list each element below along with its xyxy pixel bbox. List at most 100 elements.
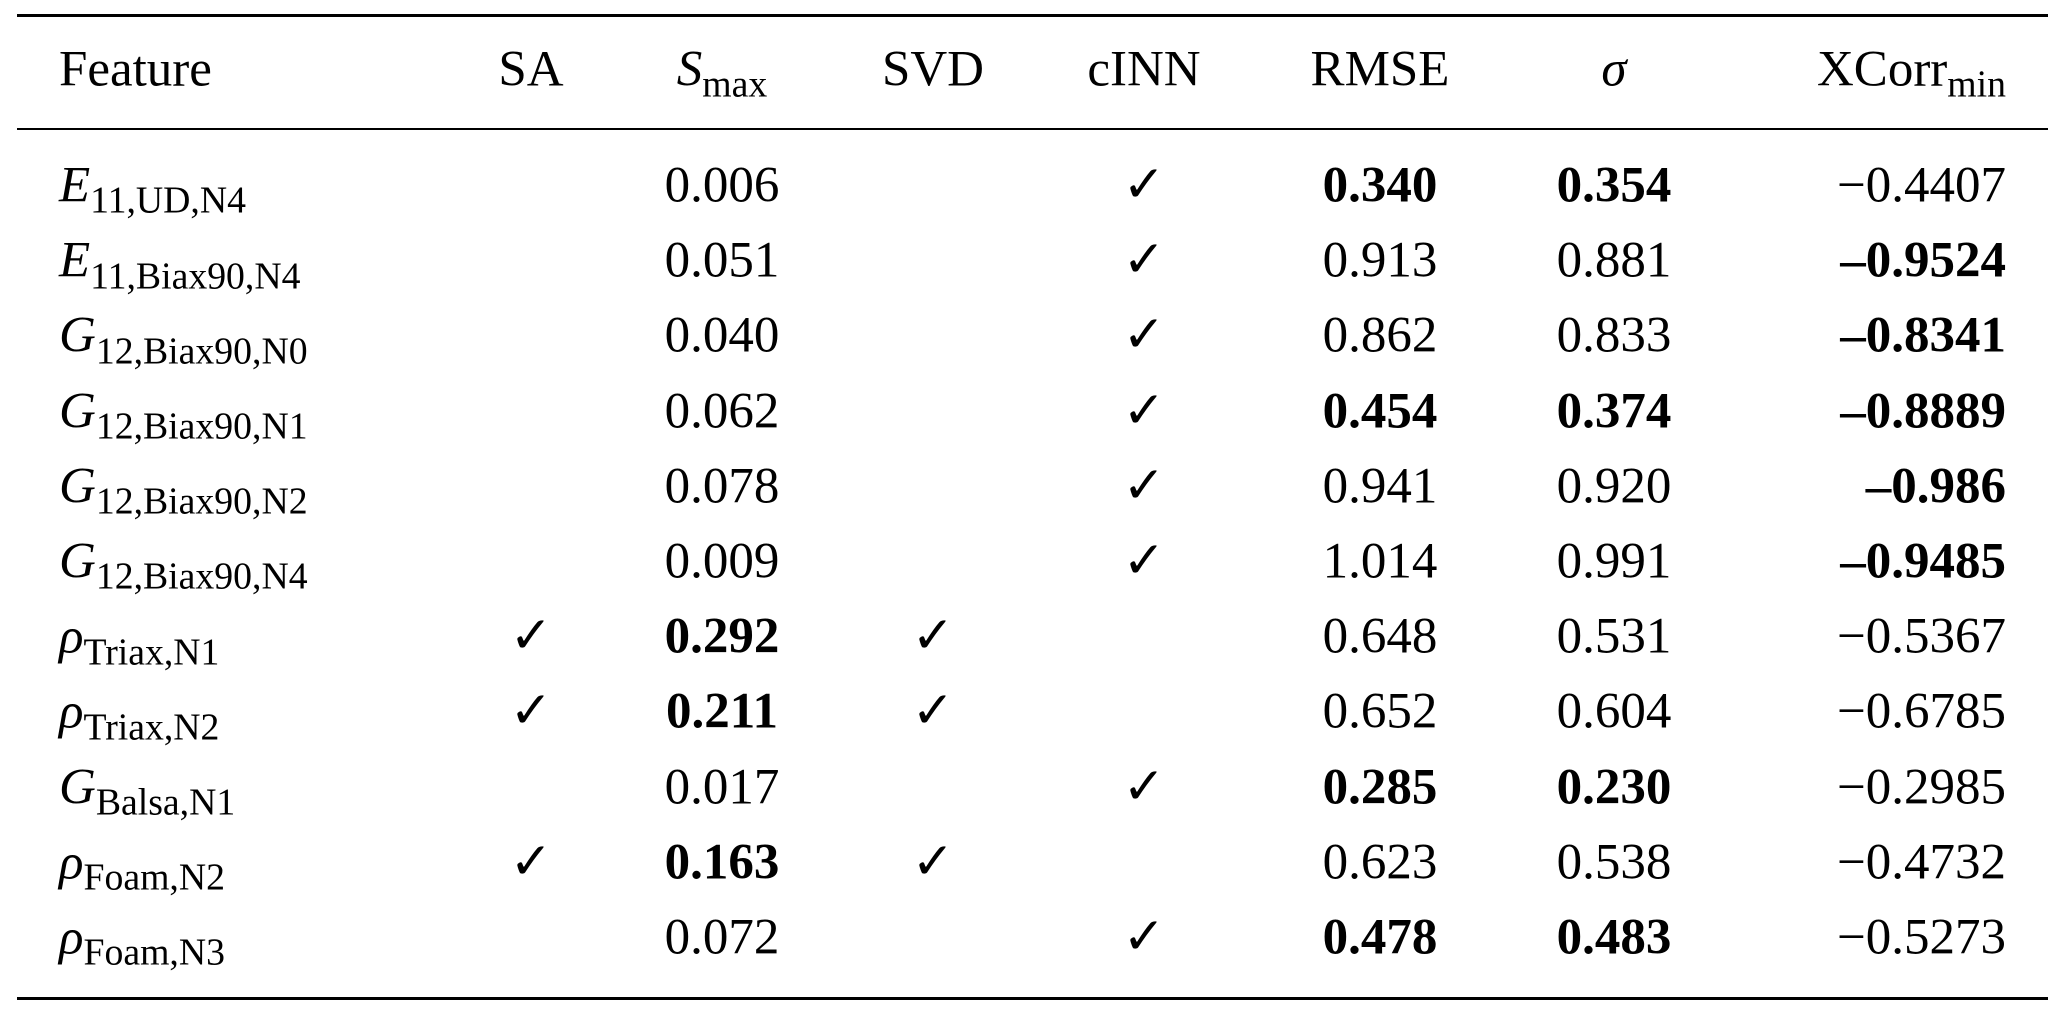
feature-cell-subscript: 11,UD,N4 [90,179,246,222]
value-cell: −0.6785 [1837,686,2006,738]
value-cell: ✓ [1122,232,1166,289]
header-cell: σ [1601,41,1627,98]
feature-cell-subscript: 12,Biax90,N1 [95,405,308,448]
value-cell-text: 1.014 [1322,533,1438,590]
value-cell-text: –0.9485 [1840,533,2006,590]
value-cell-text: 0.941 [1322,458,1438,515]
value-cell: 0.354 [1556,157,1672,214]
feature-cell: GBalsa,N1 [59,759,235,822]
header-cell-subscript: max [702,63,768,106]
value-cell-text: ✓ [1122,157,1166,214]
feature-cell-text: E [59,232,91,289]
value-cell: ✓ [1122,533,1166,590]
value-cell-text: 0.163 [664,834,780,891]
value-cell-text: 0.292 [664,608,780,665]
value-cell: 0.920 [1557,461,1672,512]
feature-cell-text: ρ [59,909,84,966]
value-cell: –0.9485 [1840,533,2006,590]
value-cell: ✓ [509,608,553,665]
feature-cell: E11,Biax90,N4 [59,232,300,295]
value-cell-text: −0.5367 [1836,608,2006,665]
feature-cell: G12,Biax90,N0 [59,310,308,370]
value-cell: 0.009 [664,533,780,590]
header-cell-text: σ [1601,41,1627,98]
value-cell-text: –0.8341 [1840,307,2006,364]
value-cell-text: 0.040 [664,307,780,364]
value-cell-text: 0.051 [664,232,780,289]
value-cell-text: ✓ [1122,533,1166,590]
header-cell-text: S [676,41,703,98]
value-cell-text: ✓ [1122,307,1166,364]
value-cell: 0.531 [1557,611,1672,663]
feature-cell-subscript: Triax,N1 [83,631,220,673]
feature-cell: ρFoam,N2 [59,837,225,897]
feature-cell-text: G [59,759,96,816]
feature-cell-text: G [59,383,96,440]
feature-cell-subscript: Foam,N2 [83,856,225,899]
value-cell: 0.862 [1323,310,1438,362]
value-cell: ✓ [1123,386,1166,437]
value-cell-text: 0.454 [1322,383,1438,440]
value-cell: ✓ [1123,912,1166,964]
header-cell-text: RMSE [1310,41,1450,98]
value-cell-text: ✓ [1122,458,1166,515]
value-cell-text: 0.211 [666,683,778,740]
value-cell-text: −0.5273 [1836,909,2006,966]
value-cell-text: ✓ [1122,759,1166,816]
value-cell: ✓ [912,611,955,663]
value-cell: −0.5273 [1836,909,2006,966]
value-cell-text: 0.006 [664,157,780,214]
value-cell: ✓ [509,683,553,740]
bottom-rule [17,997,2048,1000]
value-cell: 0.483 [1556,909,1672,966]
value-cell-text: 0.354 [1556,157,1672,214]
feature-cell-subscript: 11,Biax90,N4 [90,255,301,297]
value-cell: 0.078 [665,461,780,512]
value-cell-text: 0.604 [1556,683,1672,740]
value-cell-text: −0.4732 [1836,834,2006,891]
value-cell: 0.017 [665,762,780,813]
value-cell-text: ✓ [509,608,553,665]
value-cell: –0.986 [1866,461,2006,512]
feature-cell-subscript: 12,Biax90,N2 [95,480,308,523]
value-cell: 0.072 [665,912,780,964]
header-cell: XCorrmin [1816,41,2006,104]
header-cell-text: SVD [881,41,985,98]
value-cell: −0.2985 [1837,762,2006,813]
value-cell: 0.040 [664,307,780,364]
value-cell: −0.5367 [1836,608,2006,665]
value-cell-text: 0.374 [1556,383,1672,440]
header-cell: Feature [59,41,212,98]
header-cell-text: Feature [59,41,212,98]
value-cell-text: ✓ [509,683,553,740]
value-cell: 0.163 [665,837,780,888]
feature-cell-text: ρ [59,683,84,740]
feature-cell-subscript: 12,Biax90,N4 [95,555,308,598]
value-cell: 0.652 [1323,686,1438,738]
value-cell: –0.9524 [1840,232,2006,289]
value-cell-text: –0.9524 [1840,232,2006,289]
header-cell: Smax [676,41,767,104]
feature-cell: G12,Biax90,N2 [59,461,308,521]
value-cell: −0.4407 [1837,160,2006,212]
value-cell-text: 0.483 [1556,909,1672,966]
header-cell-text: XCorr [1816,41,1948,98]
feature-cell-subscript: Foam,N3 [83,931,225,974]
value-cell: ✓ [1123,461,1166,512]
value-cell: ✓ [912,837,955,888]
value-cell: 0.374 [1557,386,1672,437]
value-cell: 0.292 [664,608,780,665]
value-cell-text: 0.062 [664,383,780,440]
value-cell: 0.833 [1557,310,1672,362]
feature-cell-text: G [59,533,96,590]
feature-cell-text: ρ [59,608,84,665]
value-cell-text: ✓ [1122,232,1166,289]
value-cell: 0.051 [664,232,780,289]
value-cell: 0.006 [664,157,780,214]
value-cell-text: −0.2985 [1836,759,2006,816]
value-cell-text: 0.009 [664,533,780,590]
value-cell-text: ✓ [509,834,553,891]
header-cell: SVD [881,41,985,98]
feature-cell: ρTriax,N1 [59,608,219,671]
